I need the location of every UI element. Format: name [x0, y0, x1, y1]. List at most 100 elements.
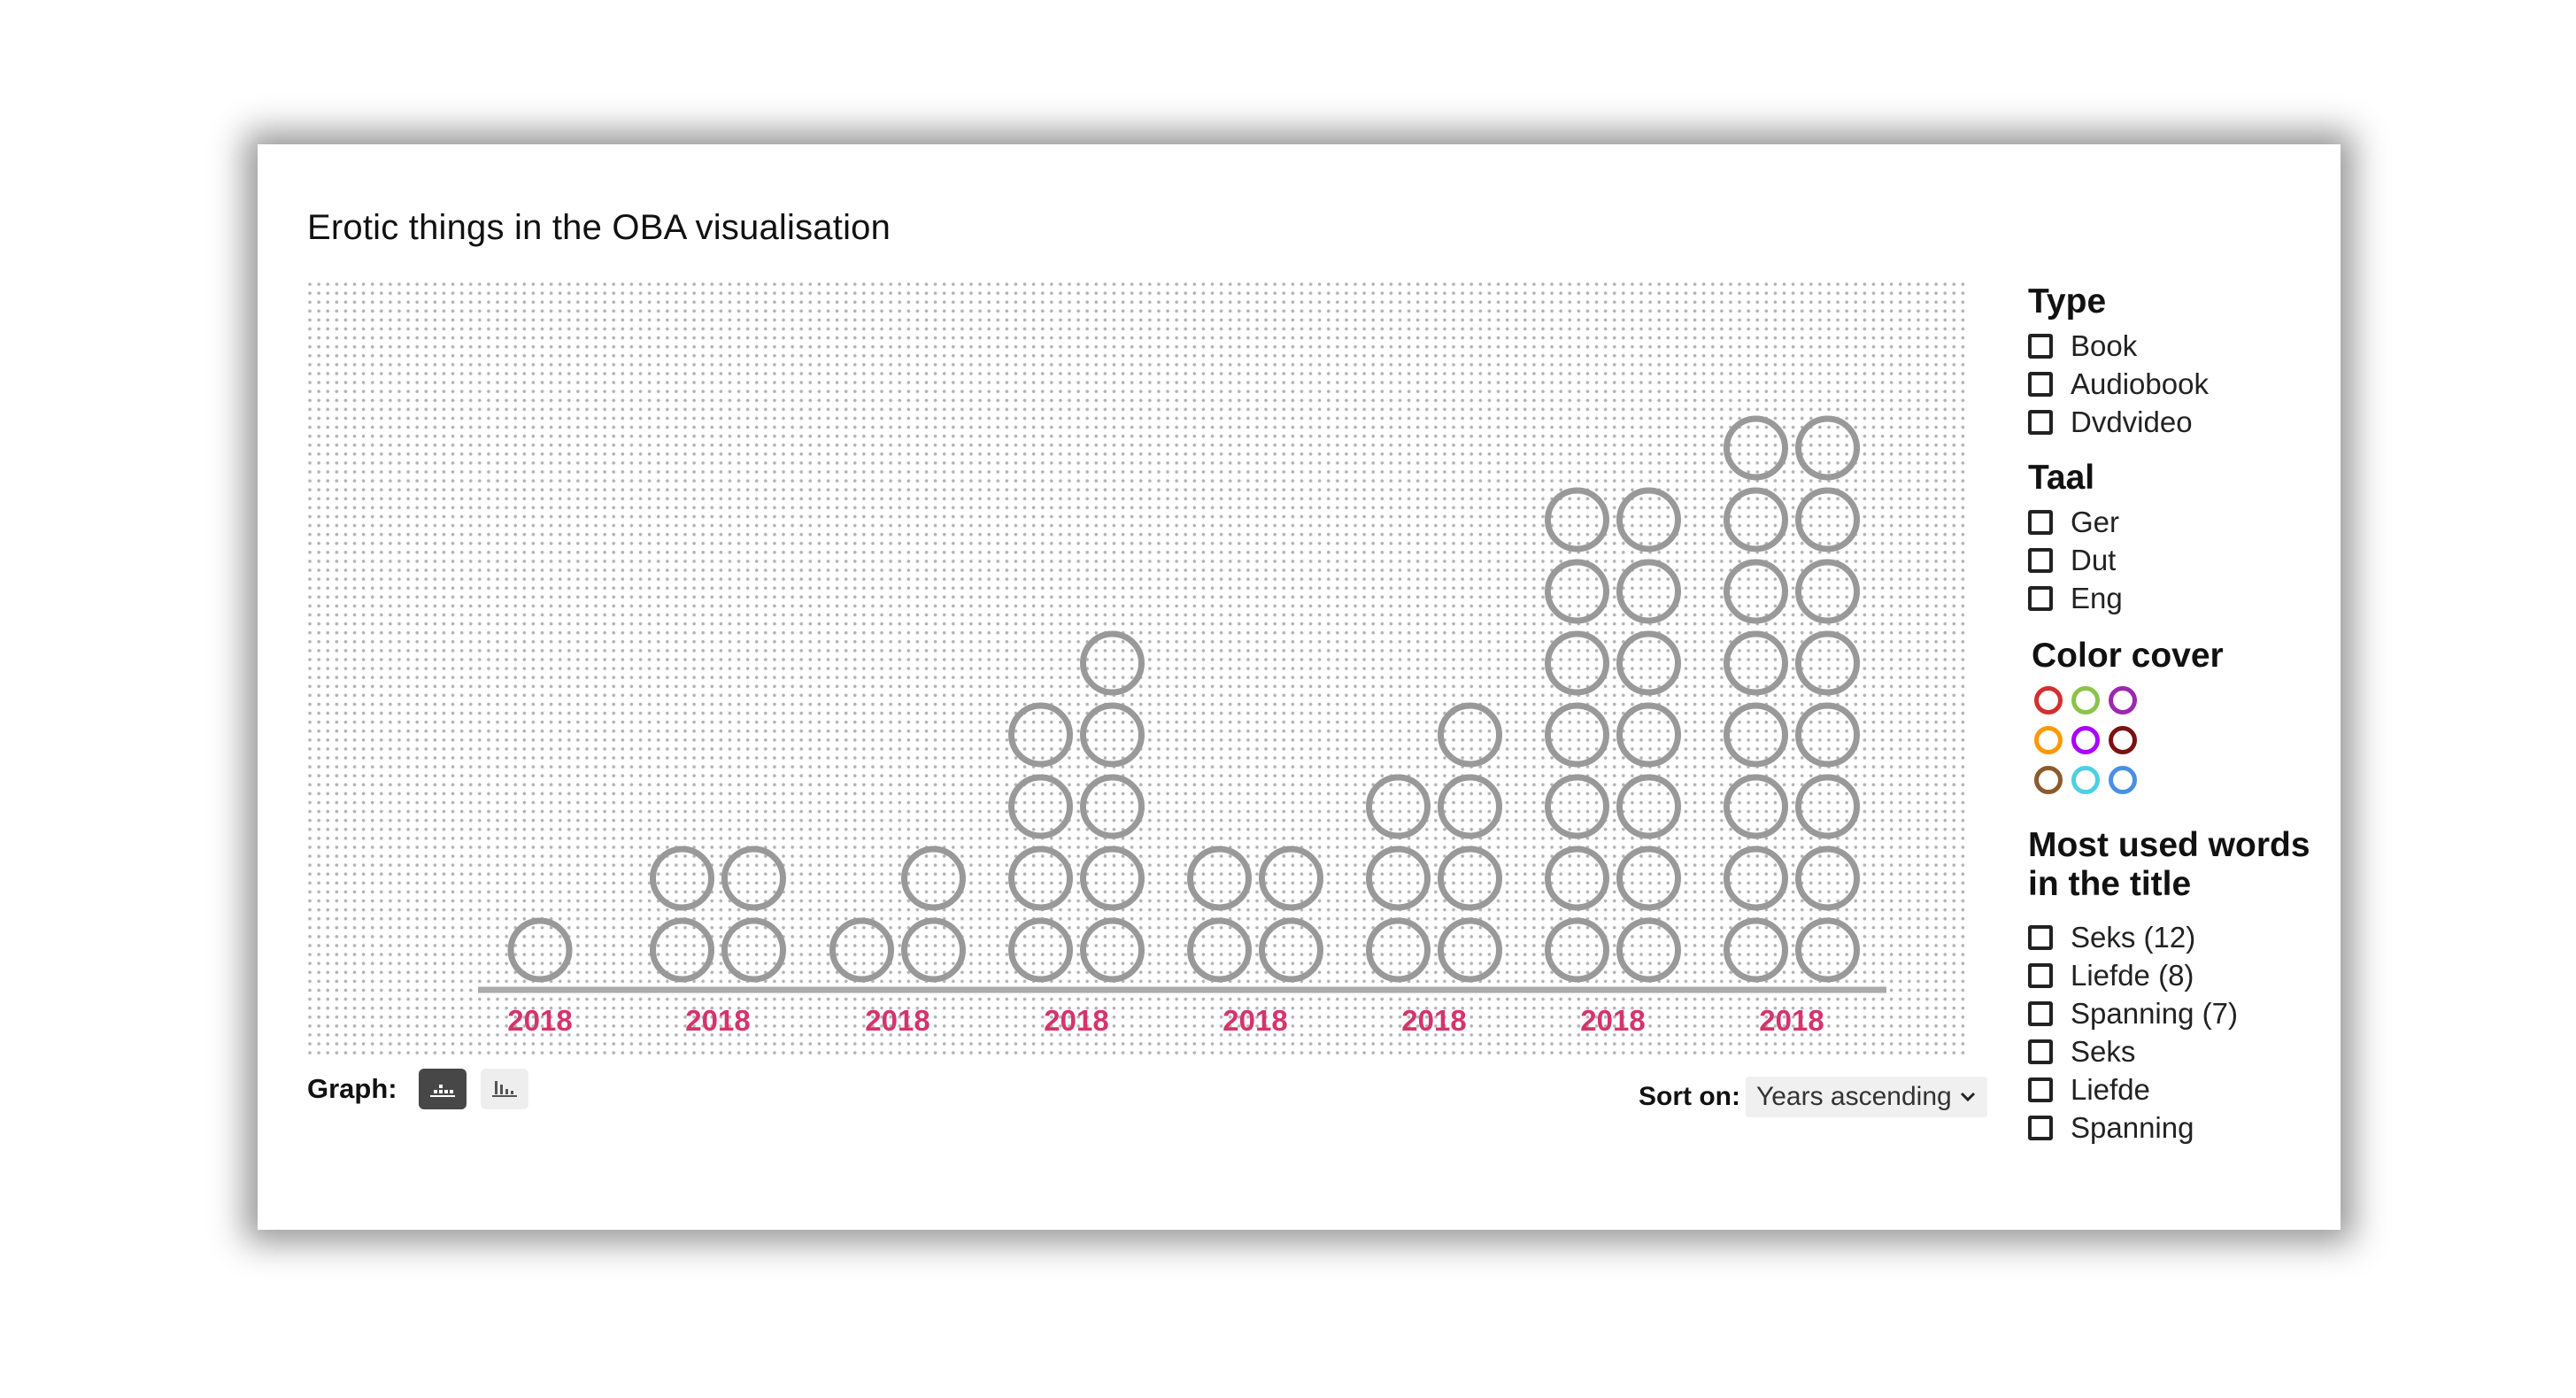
checkbox[interactable] [2028, 1115, 2053, 1140]
graph-toggle: Graph: [307, 1069, 528, 1109]
item-dot[interactable] [1795, 559, 1860, 624]
visualisation-card: Erotic things in the OBA visualisation 2… [258, 144, 2341, 1230]
sort-select[interactable]: Years ascending [1745, 1077, 1987, 1117]
item-dot[interactable] [1795, 487, 1860, 552]
item-dot[interactable] [1724, 774, 1788, 839]
item-dot[interactable] [1724, 630, 1788, 696]
item-dot[interactable] [721, 846, 786, 911]
item-dot[interactable] [1259, 846, 1323, 911]
color-swatch-3[interactable] [2109, 686, 2137, 714]
item-dot[interactable] [1545, 630, 1609, 696]
filter-type-dvdvideo[interactable]: Dvdvideo [2028, 403, 2329, 441]
filter-word-liefde[interactable]: Liefde [2028, 1070, 2329, 1108]
item-dot[interactable] [1545, 702, 1609, 768]
item-dot[interactable] [1080, 846, 1145, 911]
item-dot[interactable] [1616, 487, 1681, 552]
color-swatch-4[interactable] [2034, 726, 2063, 754]
item-dot[interactable] [1080, 702, 1145, 768]
item-dot[interactable] [1724, 487, 1788, 552]
filter-type-book[interactable]: Book [2028, 327, 2329, 365]
item-dot[interactable] [1008, 917, 1073, 983]
item-dot[interactable] [1545, 559, 1609, 624]
item-dot[interactable] [650, 846, 714, 911]
item-dot[interactable] [507, 917, 573, 983]
checkbox[interactable] [2028, 409, 2053, 435]
checkbox[interactable] [2028, 962, 2053, 988]
item-dot[interactable] [1616, 917, 1681, 983]
item-dot[interactable] [1616, 630, 1681, 696]
item-dot[interactable] [1545, 774, 1609, 839]
item-dot[interactable] [1616, 559, 1681, 624]
item-dot[interactable] [1366, 774, 1431, 839]
x-tick-label: 2018 [1401, 1004, 1466, 1037]
item-dot[interactable] [901, 846, 966, 911]
color-swatch-1[interactable] [2034, 686, 2063, 714]
item-dot[interactable] [1795, 846, 1860, 911]
color-swatch-7[interactable] [2034, 766, 2063, 794]
filter-word-spanning[interactable]: Spanning [2028, 1108, 2329, 1147]
item-dot[interactable] [1616, 846, 1681, 911]
item-dot[interactable] [1080, 630, 1145, 696]
item-dot[interactable] [1724, 702, 1788, 768]
item-dot[interactable] [1616, 702, 1681, 768]
filter-taal-ger[interactable]: Ger [2028, 503, 2329, 541]
item-dot[interactable] [721, 917, 786, 983]
checkbox[interactable] [2028, 1039, 2053, 1064]
filter-taal-dut[interactable]: Dut [2028, 541, 2329, 579]
checkbox[interactable] [2028, 371, 2053, 397]
item-dot[interactable] [1545, 487, 1609, 552]
item-dot[interactable] [1545, 846, 1609, 911]
filter-word-spanning-7[interactable]: Spanning (7) [2028, 994, 2329, 1032]
checkbox[interactable] [2028, 509, 2053, 535]
item-dot[interactable] [1724, 559, 1788, 624]
item-dot[interactable] [1366, 917, 1431, 983]
dot-chart-view-button[interactable] [418, 1069, 467, 1109]
item-dot[interactable] [1187, 846, 1252, 911]
color-swatch-2[interactable] [2071, 686, 2100, 714]
item-dot[interactable] [1724, 917, 1788, 983]
item-dot[interactable] [1008, 846, 1073, 911]
item-dot[interactable] [1366, 846, 1431, 911]
item-dot[interactable] [1795, 774, 1860, 839]
filter-word-seks[interactable]: Seks [2028, 1032, 2329, 1070]
item-dot[interactable] [1438, 846, 1502, 911]
checkbox[interactable] [2028, 1077, 2053, 1102]
item-dot[interactable] [1795, 702, 1860, 768]
checkbox[interactable] [2028, 585, 2053, 611]
filter-type-audiobook[interactable]: Audiobook [2028, 365, 2329, 403]
item-dot[interactable] [1724, 846, 1788, 911]
item-dot[interactable] [1438, 774, 1502, 839]
filter-taal-eng[interactable]: Eng [2028, 579, 2329, 617]
color-swatch-6[interactable] [2109, 726, 2137, 754]
item-dot[interactable] [1795, 630, 1860, 696]
checkbox[interactable] [2028, 924, 2053, 950]
color-swatch-9[interactable] [2109, 766, 2137, 794]
item-dot[interactable] [1259, 917, 1323, 983]
sort-control: Sort on: Years ascending [1639, 1077, 1987, 1117]
item-dot[interactable] [1187, 917, 1252, 983]
item-dot[interactable] [1724, 415, 1788, 481]
item-dot[interactable] [1438, 917, 1502, 983]
checkbox[interactable] [2028, 333, 2053, 359]
color-swatch-5[interactable] [2071, 726, 2100, 754]
item-dot[interactable] [1080, 917, 1145, 983]
item-dot[interactable] [901, 917, 966, 983]
item-dot[interactable] [1616, 774, 1681, 839]
item-dot[interactable] [1008, 774, 1073, 839]
filter-label: Spanning (7) [2071, 996, 2238, 1030]
filter-word-seks-12[interactable]: Seks (12) [2028, 918, 2329, 956]
item-dot[interactable] [1080, 774, 1145, 839]
bar-chart-view-button[interactable] [480, 1069, 528, 1109]
color-swatch-8[interactable] [2071, 766, 2100, 794]
item-dot[interactable] [1008, 702, 1073, 768]
item-dot[interactable] [650, 917, 714, 983]
graph-label: Graph: [307, 1073, 397, 1104]
item-dot[interactable] [1545, 917, 1609, 983]
item-dot[interactable] [829, 917, 894, 983]
item-dot[interactable] [1795, 917, 1860, 983]
item-dot[interactable] [1795, 415, 1860, 481]
item-dot[interactable] [1438, 702, 1502, 768]
checkbox[interactable] [2028, 547, 2053, 573]
filter-word-liefde-8[interactable]: Liefde (8) [2028, 956, 2329, 994]
checkbox[interactable] [2028, 1000, 2053, 1026]
